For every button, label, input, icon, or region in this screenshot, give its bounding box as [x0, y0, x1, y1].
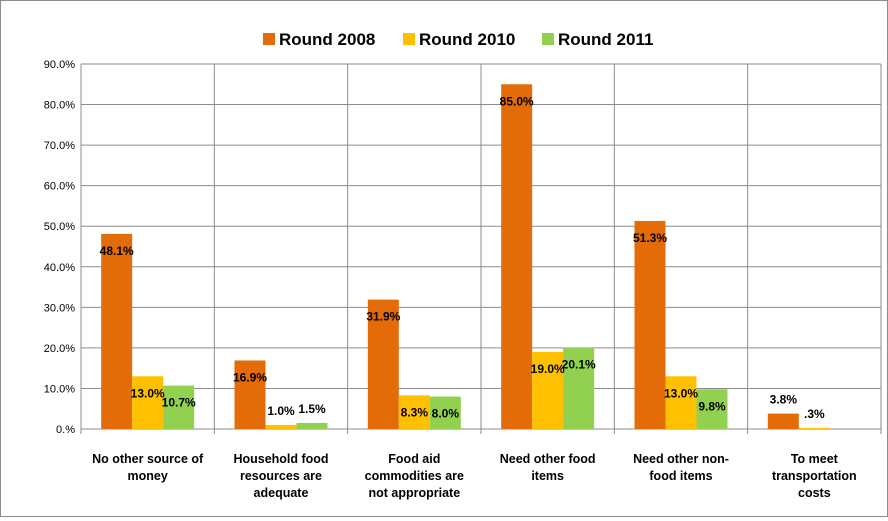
x-category-label: not appropriate	[368, 486, 460, 500]
x-category-label: Household food	[233, 452, 328, 466]
data-label: 85.0%	[500, 94, 534, 108]
bar	[367, 299, 399, 429]
legend-swatch	[403, 33, 415, 45]
x-category-label: resources are	[240, 469, 322, 483]
bar	[101, 233, 133, 429]
bar	[265, 424, 297, 429]
legend-swatch	[542, 33, 554, 45]
data-label: 19.0%	[531, 362, 565, 376]
y-tick-label: 40.0%	[44, 262, 75, 274]
y-tick-label: 50.0%	[44, 221, 75, 233]
bar	[634, 220, 666, 429]
x-category-label: costs	[798, 486, 831, 500]
bar	[163, 385, 195, 429]
bar	[501, 84, 533, 430]
data-label: 3.8%	[770, 393, 798, 407]
y-tick-label: 60.0%	[44, 181, 75, 193]
data-label: 31.9%	[366, 310, 400, 324]
bar	[398, 395, 430, 429]
x-category-label: No other source of	[92, 452, 204, 466]
y-tick-label: 30.0%	[44, 302, 75, 314]
data-label: .3%	[804, 407, 825, 421]
y-tick-label: 80.0%	[44, 100, 75, 112]
data-label: 10.7%	[162, 396, 196, 410]
bar	[234, 360, 266, 429]
x-category-label: adequate	[254, 486, 309, 500]
data-label: 1.5%	[298, 402, 326, 416]
data-label: 9.8%	[698, 399, 726, 413]
data-label: 13.0%	[664, 386, 698, 400]
legend-label: Round 2011	[558, 30, 653, 49]
bar	[665, 376, 697, 429]
y-tick-label: 70.0%	[44, 140, 75, 152]
bar	[696, 389, 728, 429]
y-tick-label: 10.0%	[44, 383, 75, 395]
bar	[132, 376, 164, 429]
data-label: 13.0%	[131, 386, 165, 400]
x-category-label: commodities are	[365, 469, 464, 483]
x-category-label: items	[531, 469, 564, 483]
x-category-label: food items	[649, 469, 712, 483]
data-label: 20.1%	[562, 357, 596, 371]
x-category-label: To meet	[791, 452, 839, 466]
y-tick-label: 90.0%	[44, 59, 75, 71]
x-category-label: Need other food	[500, 452, 596, 466]
data-label: 8.0%	[432, 407, 460, 421]
bar	[767, 413, 799, 429]
bar	[563, 347, 595, 429]
data-label: 8.3%	[401, 405, 429, 419]
data-label: 48.1%	[100, 244, 134, 258]
y-tick-label: 20.0%	[44, 343, 75, 355]
x-category-label: Food aid	[388, 452, 440, 466]
legend-swatch	[263, 33, 275, 45]
bar	[798, 427, 830, 429]
x-category-label: transportation	[772, 469, 857, 483]
legend-label: Round 2010	[419, 30, 515, 49]
bar	[532, 351, 564, 429]
x-category-label: money	[128, 469, 168, 483]
data-label: 16.9%	[233, 370, 267, 384]
y-tick-label: 0.%	[56, 424, 75, 436]
legend-label: Round 2008	[279, 30, 375, 49]
bar	[296, 422, 328, 429]
data-label: 51.3%	[633, 231, 667, 245]
bar	[429, 396, 461, 429]
data-label: 1.0%	[267, 404, 295, 418]
x-category-label: Need other non-	[633, 452, 729, 466]
